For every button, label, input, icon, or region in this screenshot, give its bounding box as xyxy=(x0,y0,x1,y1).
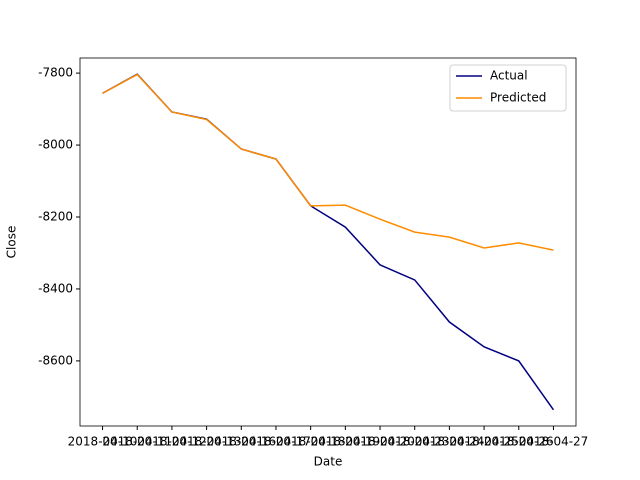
x-tick-label: 2018-04-23 xyxy=(380,435,450,449)
plot-frame xyxy=(79,57,577,427)
x-tick-label: 2018-04-27 xyxy=(519,435,589,449)
x-axis-label: Date xyxy=(314,455,343,469)
x-tick-label: 2018-04-18 xyxy=(276,435,346,449)
legend-label: Predicted xyxy=(490,91,546,105)
y-tick-label: -8000 xyxy=(38,138,73,152)
x-tick-label: 2018-04-20 xyxy=(345,435,415,449)
x-tick-label: 2018-04-10 xyxy=(68,435,138,449)
x-tick-label: 2018-04-26 xyxy=(484,435,554,449)
x-tick-label: 2018-04-16 xyxy=(206,435,276,449)
x-tick-label: 2018-04-12 xyxy=(137,435,207,449)
x-tick-label: 2018-04-13 xyxy=(172,435,242,449)
series-line xyxy=(102,73,554,251)
y-axis-label: Close xyxy=(5,226,19,259)
x-tick-label: 2018-04-24 xyxy=(415,435,485,449)
y-tick-label: -8600 xyxy=(38,353,73,367)
y-tick-label: -8200 xyxy=(38,209,73,223)
y-tick-label: -7800 xyxy=(38,66,73,80)
x-tick-label: 2018-04-11 xyxy=(102,435,172,449)
legend-label: Actual xyxy=(490,69,528,83)
x-tick-label: 2018-04-17 xyxy=(241,435,311,449)
y-tick-label: -8400 xyxy=(38,281,73,295)
x-tick-label: 2018-04-19 xyxy=(310,435,380,449)
x-tick-label: 2018-04-25 xyxy=(449,435,519,449)
